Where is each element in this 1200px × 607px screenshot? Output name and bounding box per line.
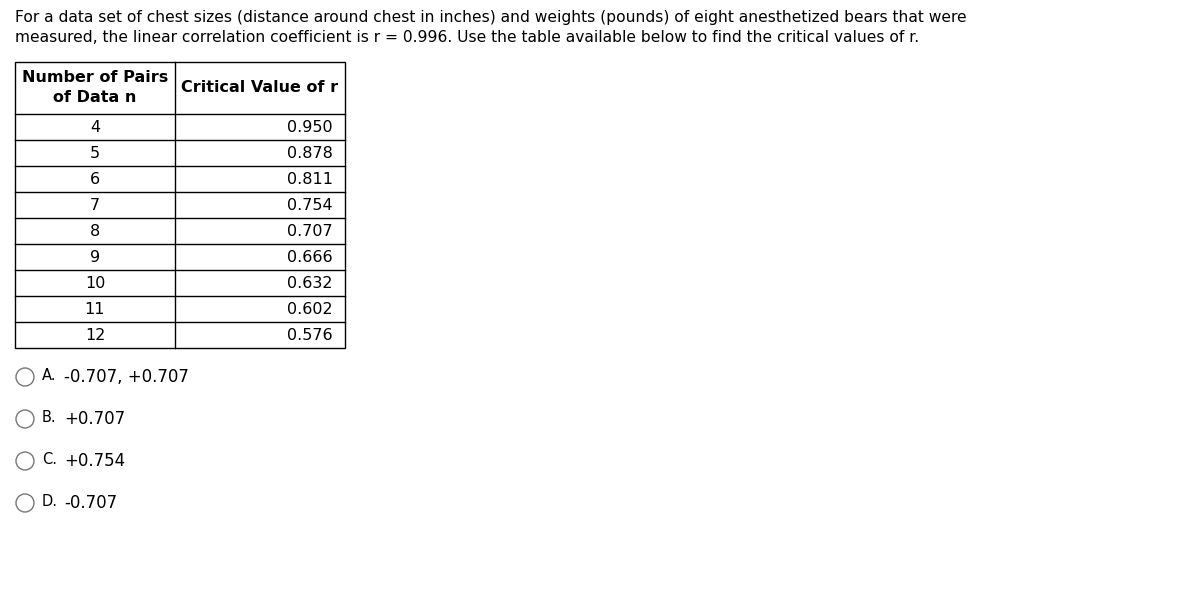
Text: 11: 11 [85,302,106,316]
Text: 10: 10 [85,276,106,291]
Text: -0.707: -0.707 [64,494,118,512]
Circle shape [16,368,34,386]
Text: of Data n: of Data n [53,90,137,106]
Bar [14,62,346,348]
Text: 12: 12 [85,328,106,342]
Text: Critical Value of r: Critical Value of r [181,81,338,95]
Text: 8: 8 [90,223,100,239]
Text: 0.707: 0.707 [287,223,334,239]
Text: 0.602: 0.602 [287,302,334,316]
Text: +0.754: +0.754 [64,452,125,470]
Text: 5: 5 [90,146,100,160]
Text: 6: 6 [90,172,100,186]
Text: Number of Pairs: Number of Pairs [22,70,168,86]
Text: D.: D. [42,493,58,509]
Text: B.: B. [42,410,56,424]
Text: 0.576: 0.576 [287,328,334,342]
Text: 7: 7 [90,197,100,212]
Text: 0.878: 0.878 [287,146,334,160]
Circle shape [16,494,34,512]
Text: measured, the linear correlation coefficient is r = 0.996. Use the table availab: measured, the linear correlation coeffic… [14,30,919,45]
Text: 9: 9 [90,249,100,265]
Text: 0.754: 0.754 [287,197,334,212]
Text: 4: 4 [90,120,100,135]
Text: +0.707: +0.707 [64,410,125,428]
Text: 0.632: 0.632 [288,276,334,291]
Text: 0.811: 0.811 [287,172,334,186]
Text: A.: A. [42,367,56,382]
Circle shape [16,452,34,470]
Text: 0.666: 0.666 [287,249,334,265]
Text: -0.707, +0.707: -0.707, +0.707 [64,368,188,386]
Text: For a data set of chest sizes (distance around chest in inches) and weights (pou: For a data set of chest sizes (distance … [14,10,967,25]
Text: C.: C. [42,452,58,467]
Text: 0.950: 0.950 [287,120,334,135]
Circle shape [16,410,34,428]
